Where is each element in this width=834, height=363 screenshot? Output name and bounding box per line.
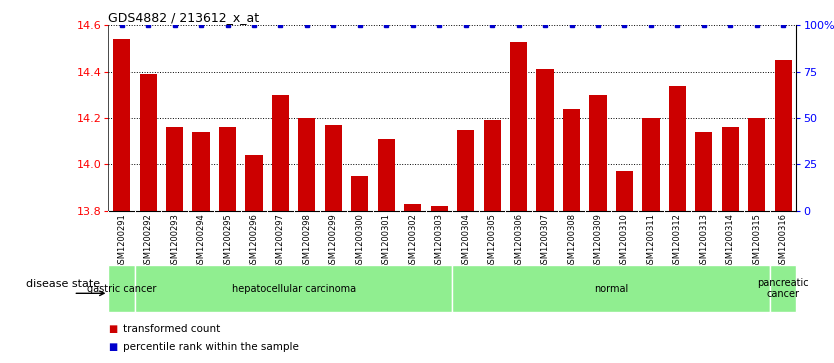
Text: transformed count: transformed count <box>123 324 221 334</box>
Bar <box>669 86 686 211</box>
Text: normal: normal <box>594 284 628 294</box>
Text: GSM1200302: GSM1200302 <box>409 213 417 269</box>
Text: GSM1200292: GSM1200292 <box>143 213 153 269</box>
Text: GSM1200294: GSM1200294 <box>197 213 205 269</box>
Text: GSM1200305: GSM1200305 <box>488 213 496 269</box>
Bar <box>770 265 796 312</box>
Bar <box>484 120 500 211</box>
Text: GSM1200316: GSM1200316 <box>779 213 788 269</box>
Text: GSM1200295: GSM1200295 <box>223 213 232 269</box>
Text: pancreatic
cancer: pancreatic cancer <box>757 278 809 299</box>
Bar <box>272 95 289 211</box>
Text: GSM1200311: GSM1200311 <box>646 213 656 269</box>
Text: GSM1200315: GSM1200315 <box>752 213 761 269</box>
Bar <box>351 176 369 211</box>
Text: GSM1200309: GSM1200309 <box>594 213 602 269</box>
Text: GSM1200293: GSM1200293 <box>170 213 179 269</box>
Text: GSM1200297: GSM1200297 <box>276 213 285 269</box>
Text: GSM1200296: GSM1200296 <box>249 213 259 269</box>
Text: GSM1200307: GSM1200307 <box>540 213 550 269</box>
Bar <box>135 265 452 312</box>
Bar <box>615 171 633 211</box>
Bar <box>457 130 475 211</box>
Bar <box>299 118 315 211</box>
Text: GSM1200298: GSM1200298 <box>303 213 311 269</box>
Bar <box>324 125 342 211</box>
Text: GSM1200313: GSM1200313 <box>700 213 708 269</box>
Text: GSM1200314: GSM1200314 <box>726 213 735 269</box>
Bar <box>563 109 580 211</box>
Bar <box>193 132 209 211</box>
Bar <box>510 42 527 211</box>
Text: GSM1200308: GSM1200308 <box>567 213 576 269</box>
Bar <box>775 60 791 211</box>
Text: ■: ■ <box>108 324 118 334</box>
Bar <box>245 155 263 211</box>
Bar <box>721 127 739 211</box>
Bar <box>430 206 448 211</box>
Text: GSM1200291: GSM1200291 <box>117 213 126 269</box>
Bar <box>378 139 394 211</box>
Bar <box>404 204 421 211</box>
Bar <box>108 265 135 312</box>
Bar <box>166 127 183 211</box>
Text: ■: ■ <box>108 342 118 352</box>
Bar <box>748 118 766 211</box>
Bar <box>642 118 660 211</box>
Text: percentile rank within the sample: percentile rank within the sample <box>123 342 299 352</box>
Bar <box>139 74 157 211</box>
Text: hepatocellular carcinoma: hepatocellular carcinoma <box>232 284 356 294</box>
Bar <box>536 69 554 211</box>
Text: GSM1200310: GSM1200310 <box>620 213 629 269</box>
Text: GSM1200312: GSM1200312 <box>673 213 682 269</box>
Text: GSM1200300: GSM1200300 <box>355 213 364 269</box>
Text: GDS4882 / 213612_x_at: GDS4882 / 213612_x_at <box>108 11 259 24</box>
Text: GSM1200303: GSM1200303 <box>435 213 444 269</box>
Text: GSM1200299: GSM1200299 <box>329 213 338 269</box>
Bar <box>452 265 770 312</box>
Bar <box>590 95 606 211</box>
Bar <box>113 39 130 211</box>
Bar <box>696 132 712 211</box>
FancyArrowPatch shape <box>76 291 104 295</box>
Text: gastric cancer: gastric cancer <box>87 284 156 294</box>
Text: GSM1200304: GSM1200304 <box>461 213 470 269</box>
Bar <box>219 127 236 211</box>
Text: GSM1200301: GSM1200301 <box>382 213 391 269</box>
Text: GSM1200306: GSM1200306 <box>514 213 523 269</box>
Text: disease state: disease state <box>26 279 100 289</box>
